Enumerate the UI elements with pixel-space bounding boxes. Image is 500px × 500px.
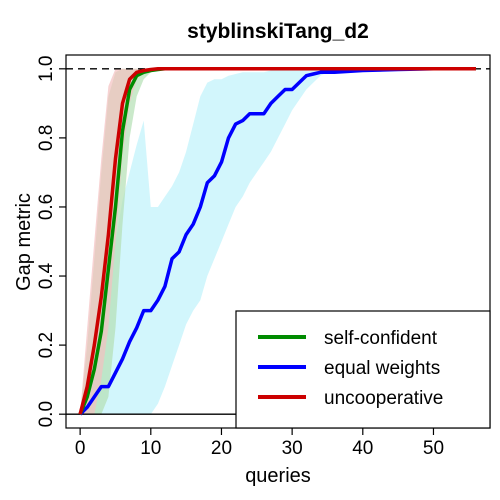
line-uncooperative — [78, 67, 476, 415]
y-tick-label: 0.0 — [36, 401, 57, 427]
y-tick-label: 0.4 — [36, 262, 57, 289]
x-tick-label: 40 — [352, 438, 373, 459]
axes: 0 10 20 30 40 50 0.0 0.2 0.4 0.6 0.8 1.0 — [36, 54, 491, 459]
legend: self-confident equal weights uncooperative — [235, 310, 491, 429]
chart-title: styblinskiTang_d2 — [187, 20, 369, 43]
y-tick-label: 0.6 — [36, 194, 57, 220]
band-equal-weights — [80, 68, 476, 415]
legend-box — [235, 310, 491, 429]
line-equal-weights — [78, 67, 476, 416]
x-tick-label: 10 — [140, 438, 161, 459]
legend-label: equal weights — [324, 358, 440, 379]
confidence-bands — [80, 68, 476, 415]
x-tick-label: 20 — [211, 438, 232, 459]
x-tick-label: 0 — [75, 438, 86, 459]
series-lines — [78, 67, 476, 416]
x-tick-label: 50 — [423, 438, 444, 459]
y-tick-label: 0.8 — [36, 125, 57, 151]
x-tick-label: 30 — [282, 438, 303, 459]
band-uncooperative — [80, 68, 476, 415]
x-axis-label: queries — [245, 465, 311, 487]
legend-label: uncooperative — [324, 388, 443, 409]
y-axis-label: Gap metric — [13, 193, 35, 291]
y-tick-label: 1.0 — [36, 56, 57, 82]
y-tick-label: 0.2 — [36, 332, 57, 358]
legend-label: self-confident — [324, 328, 438, 349]
